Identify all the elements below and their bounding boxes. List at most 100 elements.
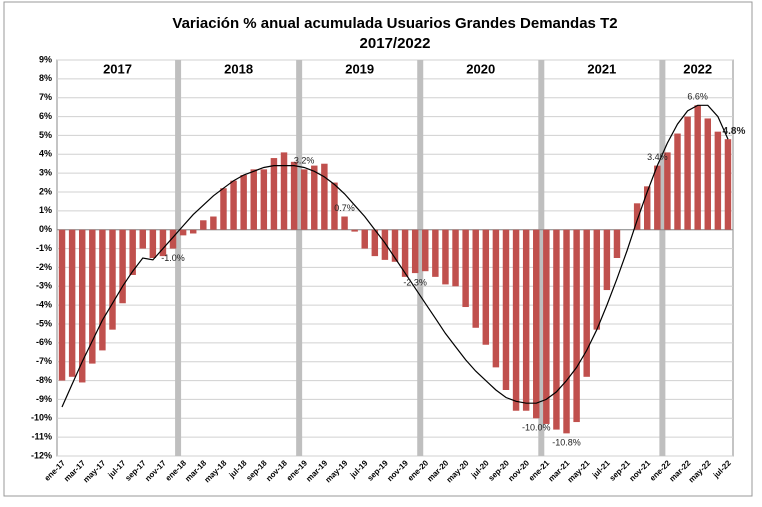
- y-tick-label: -5%: [36, 318, 52, 328]
- bar: [270, 158, 278, 230]
- y-tick-label: -9%: [36, 394, 52, 404]
- bar: [220, 188, 227, 230]
- year-separator: [175, 60, 182, 456]
- y-tick-label: -11%: [31, 432, 52, 442]
- trend-line: [61, 104, 729, 408]
- year-label: 2020: [466, 61, 495, 76]
- year-separator: [296, 60, 303, 456]
- data-label: 0.7%: [334, 203, 355, 213]
- data-label: 3.4%: [647, 152, 668, 162]
- chart-subtitle: 2017/2022: [360, 35, 431, 52]
- y-tick-label: 8%: [39, 73, 52, 83]
- y-tick-label: 5%: [39, 130, 52, 140]
- bar: [381, 229, 389, 260]
- bar: [169, 229, 177, 249]
- bar: [119, 229, 126, 304]
- bar: [613, 229, 621, 258]
- bar: [240, 175, 247, 230]
- bar: [260, 169, 268, 230]
- bar: [149, 229, 157, 258]
- bar: [422, 229, 429, 272]
- bar: [633, 203, 641, 230]
- bar: [533, 229, 540, 419]
- bar: [321, 163, 328, 230]
- y-tick-label: 6%: [39, 111, 52, 121]
- year-label: 2019: [345, 61, 374, 76]
- bar: [200, 220, 207, 230]
- bar: [210, 216, 217, 230]
- bar: [290, 161, 298, 230]
- bar: [351, 229, 358, 232]
- year-separator: [538, 60, 545, 456]
- bar: [189, 229, 197, 234]
- bar: [371, 229, 379, 257]
- bar: [664, 152, 671, 230]
- bar: [704, 118, 712, 230]
- bar: [674, 133, 681, 230]
- y-tick-label: 2%: [39, 186, 52, 196]
- bar: [502, 229, 510, 390]
- year-label: 2022: [683, 61, 712, 76]
- y-tick-label: -1%: [36, 243, 52, 253]
- bar: [694, 105, 701, 230]
- data-label: 3.2%: [294, 156, 315, 166]
- data-label: -1.0%: [161, 253, 185, 263]
- bar: [583, 229, 590, 377]
- data-label: -10.8%: [552, 438, 581, 448]
- bar: [462, 229, 469, 308]
- y-tick-label: 9%: [39, 54, 52, 64]
- bar: [250, 169, 257, 230]
- bar: [472, 229, 479, 328]
- bar: [603, 229, 611, 291]
- bar: [724, 139, 732, 230]
- year-label: 2021: [587, 61, 616, 76]
- bar: [341, 216, 348, 230]
- year-label: 2018: [224, 61, 253, 76]
- y-tick-label: -3%: [36, 281, 52, 291]
- bar: [159, 229, 167, 257]
- bar: [179, 229, 187, 236]
- data-label: 4.8%: [723, 126, 746, 137]
- y-tick-label: 3%: [39, 168, 52, 178]
- bar: [543, 229, 550, 424]
- y-tick-label: -12%: [31, 450, 52, 460]
- bar: [89, 229, 96, 364]
- bar: [522, 229, 530, 411]
- bar: [654, 165, 661, 230]
- y-tick-label: -10%: [31, 413, 52, 423]
- bar: [139, 229, 146, 249]
- bar: [553, 229, 560, 430]
- y-tick-label: 0%: [39, 224, 52, 234]
- y-tick-label: 7%: [39, 92, 52, 102]
- data-label: -2.3%: [403, 277, 427, 287]
- year-separator: [659, 60, 666, 456]
- chart-title: Variación % anual acumulada Usuarios Gra…: [172, 15, 617, 32]
- y-tick-label: -8%: [36, 375, 52, 385]
- bar: [573, 229, 580, 423]
- bar: [452, 229, 459, 287]
- bar: [331, 182, 338, 230]
- bar: [411, 229, 419, 274]
- bar: [361, 229, 368, 249]
- data-label: -10.0%: [522, 423, 551, 433]
- bar: [432, 229, 439, 277]
- bar: [300, 169, 308, 230]
- bar: [99, 229, 106, 351]
- year-label: 2017: [103, 61, 132, 76]
- bar: [401, 229, 409, 277]
- bar: [311, 165, 318, 230]
- bar: [78, 229, 86, 383]
- y-tick-label: 4%: [39, 149, 52, 159]
- year-separator: [417, 60, 424, 456]
- data-label: 6.6%: [687, 92, 708, 102]
- y-tick-label: -4%: [36, 300, 52, 310]
- bar: [482, 229, 490, 345]
- bar: [68, 229, 76, 377]
- bar: [714, 131, 722, 230]
- bar: [593, 229, 601, 330]
- bar: [512, 229, 520, 411]
- bar: [563, 229, 570, 434]
- y-tick-label: -6%: [36, 337, 52, 347]
- bar: [442, 229, 449, 285]
